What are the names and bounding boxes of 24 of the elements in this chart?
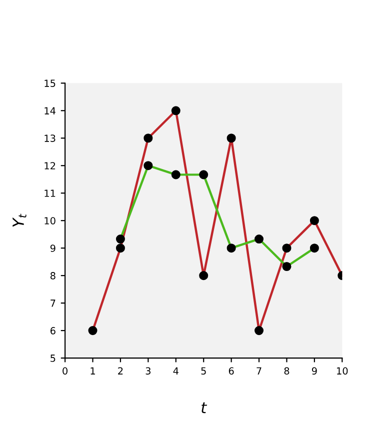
y-tick-label: 6 (50, 327, 56, 334)
y-tick-label: 10 (44, 217, 56, 224)
y-tick-label: 9 (50, 244, 56, 252)
y-tick-label: 13 (44, 134, 56, 142)
y-tick-label: 8 (50, 272, 56, 280)
y-tick-label: 11 (44, 190, 56, 197)
x-tick-label: 9 (312, 367, 317, 375)
x-tick-label: 4 (173, 367, 178, 374)
x-tick-label: 2 (118, 367, 123, 374)
x-tick-label: 8 (284, 367, 290, 375)
x-axis-title: t (202, 402, 208, 414)
y-tick-label: 15 (44, 80, 56, 87)
x-tick-label: 7 (256, 367, 262, 374)
x-tick-label: 5 (201, 367, 206, 375)
x-tick-label: 10 (337, 367, 348, 375)
y-tick-label: 5 (50, 354, 56, 362)
x-tick-label: 3 (146, 367, 150, 375)
y-axis-title: Y$_{t}$ (12, 214, 26, 227)
x-tick-label: 6 (228, 367, 234, 375)
y-tick-label: 14 (44, 107, 56, 114)
y-tick-label: 12 (44, 162, 56, 170)
y-tick-label: 7 (50, 300, 56, 307)
x-tick-label: 1 (90, 367, 95, 374)
x-tick-label: 0 (62, 367, 68, 375)
